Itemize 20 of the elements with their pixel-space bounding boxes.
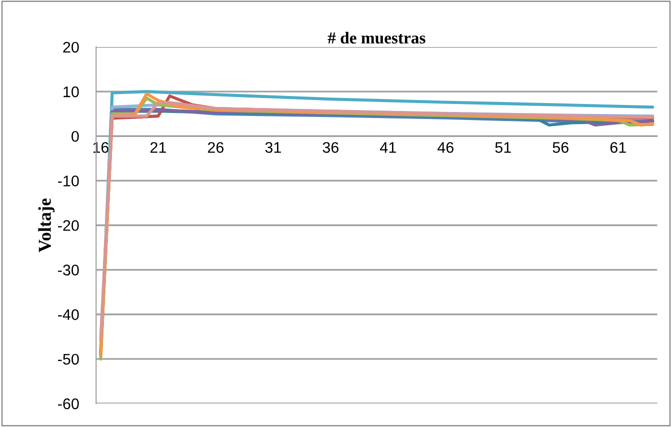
y-tick-label: -60 [58,398,79,410]
y-tick-label: -20 [58,220,79,231]
x-tick-label: 46 [438,142,454,153]
y-axis-title: Voltaje [38,198,55,252]
y-tick-label: -30 [58,264,79,276]
chart-title: # de muestras [328,32,426,44]
y-tick-label: -10 [58,176,79,186]
x-tick-label: 41 [380,142,396,153]
x-tick-label: 31 [265,142,281,153]
y-tick-label: -40 [58,309,79,320]
x-tick-label: 56 [552,142,568,153]
x-tick-label: 51 [495,142,511,153]
y-tick-label: 10 [64,86,79,98]
x-tick-label: 26 [208,142,224,153]
y-tick-label: 0 [72,130,79,142]
x-tick-label: 36 [322,142,338,153]
x-tick-label: 61 [610,142,626,153]
y-tick-label: -50 [58,354,79,365]
y-tick-label: 20 [63,42,79,53]
x-tick-label: 21 [150,142,166,153]
